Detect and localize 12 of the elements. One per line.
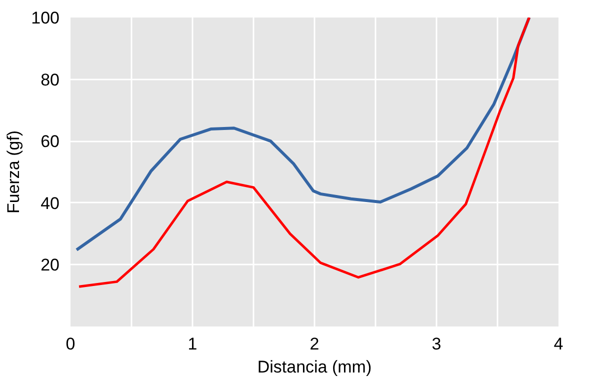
y-tick-label: 60: [40, 132, 60, 152]
y-tick-label: 80: [40, 70, 60, 90]
x-axis-title: Distancia (mm): [257, 358, 372, 376]
x-tick-label: 3: [432, 334, 442, 354]
y-tick-label: 20: [40, 256, 60, 275]
x-tick-label: 1: [188, 334, 198, 354]
y-axis-title: Fuerza (gf): [4, 130, 24, 214]
x-tick-label: 0: [66, 334, 76, 354]
x-tick-label: 2: [310, 334, 320, 354]
y-tick-label: 40: [40, 194, 60, 213]
y-tick-label: 100: [31, 8, 60, 28]
x-tick-label: 4: [554, 334, 564, 354]
